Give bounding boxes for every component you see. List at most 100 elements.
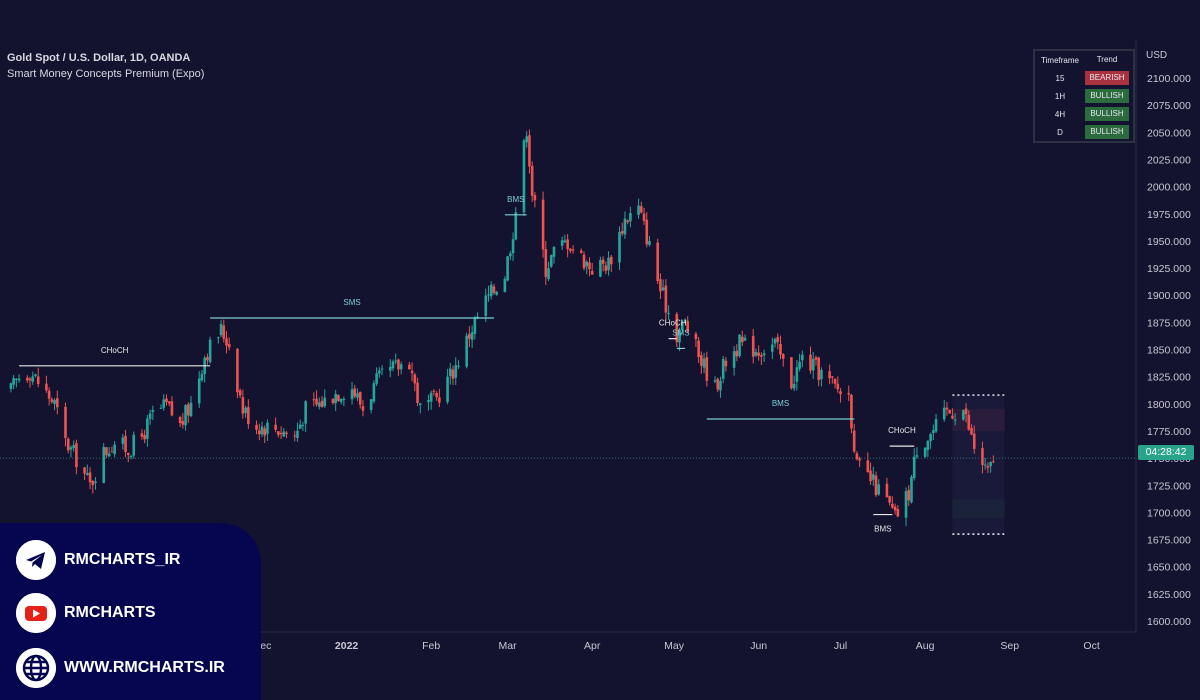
time-tick-label: May	[664, 640, 685, 652]
candle	[124, 429, 127, 458]
candle	[151, 405, 155, 421]
candle	[814, 355, 818, 366]
youtube-handle: RMCHARTS	[64, 604, 156, 621]
candle-body	[277, 431, 280, 435]
candle-body	[560, 240, 564, 246]
candle-body	[358, 391, 362, 405]
candle-body	[934, 419, 938, 432]
candle	[989, 461, 992, 473]
candle-body	[399, 364, 403, 370]
website-link[interactable]: WWW.RMCHARTS.IR	[16, 648, 225, 688]
candle-body	[732, 351, 736, 368]
candle	[167, 401, 171, 407]
candle	[623, 211, 627, 239]
candle-body	[124, 435, 127, 453]
candle-body	[525, 136, 529, 143]
candle	[380, 365, 384, 376]
candle-body	[904, 491, 908, 518]
candle-body	[416, 382, 419, 404]
candle	[66, 437, 70, 454]
time-tick-label: Apr	[584, 640, 601, 652]
candle-body	[45, 383, 48, 391]
trend-table: Timeframe Trend 15 BEARISH 1H BULLISH 4H…	[1033, 49, 1135, 143]
candle-body	[148, 413, 152, 420]
candle-body	[962, 410, 965, 420]
candle	[394, 353, 398, 365]
candle	[56, 390, 59, 415]
candle	[225, 331, 228, 354]
timeframe-cell: D	[1057, 127, 1063, 137]
candle	[31, 371, 35, 385]
candle-body	[792, 383, 796, 389]
candle	[337, 394, 340, 402]
candle-body	[620, 231, 624, 234]
candle	[495, 290, 498, 296]
candle	[432, 389, 436, 396]
candle-body	[331, 398, 335, 404]
candle	[121, 433, 125, 450]
candle	[257, 423, 261, 441]
candle	[369, 398, 373, 414]
candle	[981, 441, 984, 474]
candle	[315, 390, 318, 407]
candle-body	[468, 334, 471, 339]
candle	[132, 431, 136, 459]
candle	[69, 445, 73, 458]
candle-body	[967, 414, 971, 430]
candle	[760, 352, 763, 366]
candle	[659, 273, 662, 299]
candle-body	[713, 380, 717, 382]
candle	[197, 371, 201, 408]
candle-body	[833, 379, 837, 384]
price-tick-label: 1900.000	[1147, 290, 1191, 302]
candle-body	[760, 354, 763, 357]
candle-body	[836, 383, 840, 390]
candle	[942, 399, 946, 422]
candle	[388, 359, 392, 378]
candle	[683, 318, 687, 324]
candle-body	[645, 219, 649, 245]
candle	[399, 361, 403, 375]
candle-body	[75, 443, 78, 468]
candle-body	[189, 402, 193, 417]
candle-body	[266, 422, 269, 434]
candle	[413, 372, 417, 392]
candle	[489, 281, 493, 300]
candle-body	[762, 353, 766, 356]
candle-body	[661, 287, 665, 291]
candle	[320, 396, 324, 408]
timeframe-header: Timeframe	[1041, 55, 1079, 65]
currency-label: USD	[1146, 50, 1168, 61]
candle	[732, 346, 736, 376]
candle	[648, 236, 651, 247]
candle	[983, 458, 987, 470]
candle-body	[473, 318, 477, 334]
candle-body	[495, 291, 498, 295]
candle-body	[241, 397, 245, 414]
candle	[948, 409, 951, 414]
structure-label-choch: CHoCH	[888, 426, 916, 435]
candle-body	[47, 390, 51, 399]
candle-body	[992, 461, 995, 463]
candle-body	[781, 354, 785, 359]
candle-body	[465, 335, 468, 367]
telegram-link[interactable]: RMCHARTS_IR	[16, 540, 180, 580]
candle-body	[910, 476, 913, 503]
candle	[599, 256, 602, 278]
candle-body	[893, 506, 897, 511]
candle-body	[34, 374, 37, 376]
candle-body	[566, 239, 569, 250]
candle-body	[964, 408, 968, 415]
candle-body	[929, 434, 932, 442]
candle-body	[607, 257, 610, 271]
candle	[751, 328, 755, 364]
candle	[189, 396, 193, 418]
youtube-link[interactable]: RMCHARTS	[16, 593, 156, 633]
candle	[64, 402, 67, 447]
candle-body	[942, 407, 946, 420]
candle-body	[255, 424, 258, 430]
candle-body	[394, 360, 398, 362]
candle-body	[167, 401, 171, 404]
candle	[113, 440, 116, 458]
candle-body	[683, 319, 687, 322]
